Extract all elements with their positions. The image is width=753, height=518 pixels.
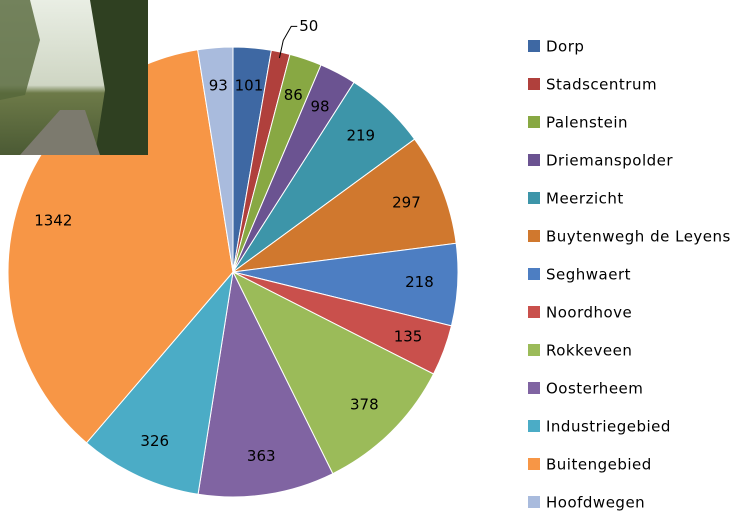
photo [0, 0, 148, 155]
photo-trees [90, 0, 148, 155]
slice-label: 135 [394, 328, 423, 346]
legend-swatch [528, 306, 540, 318]
slice-label: 98 [310, 97, 329, 115]
legend-label: Industriegebied [546, 418, 671, 436]
slice-label: 326 [140, 432, 169, 450]
photo-path [20, 110, 100, 155]
slice-label: 363 [247, 447, 276, 465]
legend-swatch [528, 382, 540, 394]
legend-swatch [528, 230, 540, 242]
legend-label: Oosterheem [546, 380, 643, 398]
slice-label: 219 [346, 126, 375, 144]
legend-label: Buytenwegh de Leyens [546, 228, 731, 246]
slice-label: 86 [284, 86, 303, 104]
slice-label: 50 [299, 17, 318, 35]
legend-label: Buitengebied [546, 456, 652, 474]
legend-swatch [528, 40, 540, 52]
legend-label: Driemanspolder [546, 152, 673, 170]
pie-slice [197, 270, 334, 498]
legend-swatch [528, 496, 540, 508]
slice-label: 93 [209, 76, 228, 94]
slice-label: 1342 [34, 212, 72, 230]
legend-swatch [528, 192, 540, 204]
legend-swatch [528, 116, 540, 128]
legend-swatch [528, 78, 540, 90]
pie: 101 50 86 98 219 297 218 135 378 363 326 1342 93 [7, 17, 459, 498]
legend-label: Seghwaert [546, 266, 631, 284]
legend-swatch [528, 154, 540, 166]
pie-slice [232, 138, 457, 273]
slice-label: 101 [235, 76, 264, 94]
legend-label: Rokkeveen [546, 342, 632, 360]
legend: Dorp Stadscentrum Palenstein Driemanspolder… [528, 38, 731, 512]
pie-slice [197, 46, 234, 273]
legend-label: Palenstein [546, 114, 628, 132]
legend-label: Stadscentrum [546, 76, 657, 94]
legend-swatch [528, 344, 540, 356]
legend-label: Meerzicht [546, 190, 624, 208]
legend-label: Dorp [546, 38, 584, 56]
legend-swatch [528, 268, 540, 280]
pie-slice [85, 270, 234, 495]
legend-label: Hoofdwegen [546, 494, 645, 512]
pie-slice [231, 270, 435, 475]
slice-label: 378 [350, 395, 379, 413]
slice-label: 218 [405, 273, 434, 291]
photo-tree [0, 0, 40, 100]
leader-line [278, 25, 298, 59]
legend-swatch [528, 458, 540, 470]
legend-label: Noordhove [546, 304, 632, 322]
legend-swatch [528, 420, 540, 432]
slice-label: 297 [392, 193, 421, 211]
